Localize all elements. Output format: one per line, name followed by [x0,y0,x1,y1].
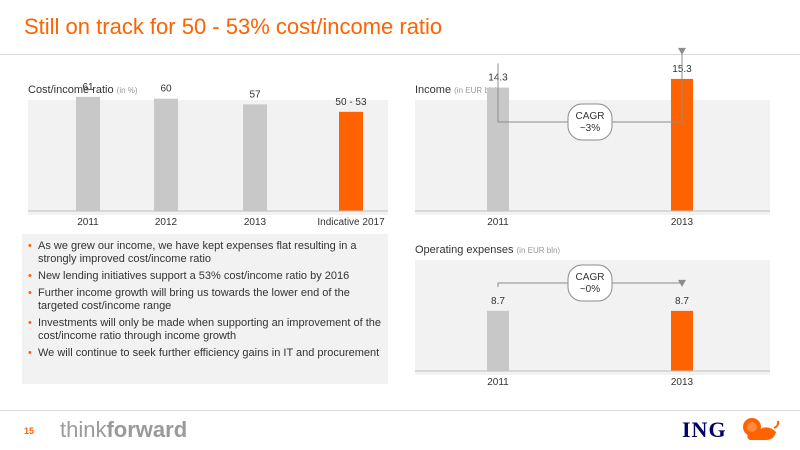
page-number: 15 [24,426,35,436]
cost-income-data-label: 60 [160,84,172,95]
cost-income-bar-2013 [243,104,267,211]
cost-income-bar-2012 [154,98,178,211]
ing-logo-text: ING [682,417,727,442]
opex-data-label: 8.7 [675,296,689,307]
bullet-item: • We will continue to seek further effici… [28,347,380,359]
cost-income-bar-indicative-2017 [339,111,363,211]
cost-income-category-label: Indicative 2017 [317,217,385,228]
cost-income-data-label: 50 - 53 [335,97,367,108]
bullet-dot-icon: • [28,287,32,299]
cost-income-unit: (in %) [116,86,138,95]
bullet-item: • New lending initiatives support a 53% c… [28,270,350,282]
cost-income-category-label: 2013 [244,217,267,228]
income-title-text: Income [415,84,452,96]
income-bar-2013 [671,78,693,211]
opex-bar-2013 [671,310,693,371]
opex-data-label: 8.7 [491,296,505,307]
bullet-dot-icon: • [28,347,32,359]
income-unit: (in EUR bln) [454,86,498,95]
cost-income-chart-title: Cost/income ratio (in %) [28,84,138,96]
bullet-item: • As we grew our income, we have kept exp… [28,240,357,265]
income-cagr-bubble [567,103,613,141]
cost-income-title-text: Cost/income ratio [28,84,114,96]
income-chart-title: Income (in EUR bln) [415,84,498,96]
cost-income-data-label: 57 [249,89,261,100]
bullet-list: • As we grew our income, we have kept exp… [28,240,386,364]
tagline: thinkforward [60,417,187,443]
page-title: Still on track for 50 - 53% cost/income … [24,14,443,39]
income-arrowhead-icon [678,47,686,55]
tagline-forward: forward [106,417,188,442]
lion-icon [743,418,780,440]
opex-cagr-label: CAGR ~0% [576,272,605,295]
opex-category-label: 2013 [671,377,694,388]
opex-category-label: 2011 [487,377,509,388]
opex-cagr-bubble [567,264,613,302]
bullet-item: • Further income growth will bring us tow… [28,287,350,312]
opex-chart-title: Operating expenses (in EUR bln) [415,244,560,256]
cost-income-data-label: 61 [82,82,94,93]
cost-income-bar-2011 [76,96,100,211]
bullet-panel [22,234,388,384]
cost-income-category-label: 2012 [155,217,178,228]
tagline-think: think [60,417,107,442]
opex-unit: (in EUR bln) [516,246,561,255]
opex-title-text: Operating expenses [415,244,514,256]
opex-arrowhead-icon [678,279,686,287]
footer-divider [0,410,800,411]
income-bar-2011 [487,87,509,211]
bullet-dot-icon: • [28,317,32,329]
income-category-label: 2011 [487,217,509,228]
bullet-item: • Investments will only be made when supp… [28,317,382,342]
opex-bar-2011 [487,310,509,371]
title-divider [0,54,800,55]
income-cagr-label: CAGR ~3% [576,111,605,134]
cost-income-category-label: 2011 [77,217,99,228]
income-category-label: 2013 [671,217,694,228]
bullet-dot-icon: • [28,240,32,252]
bullet-dot-icon: • [28,270,32,282]
